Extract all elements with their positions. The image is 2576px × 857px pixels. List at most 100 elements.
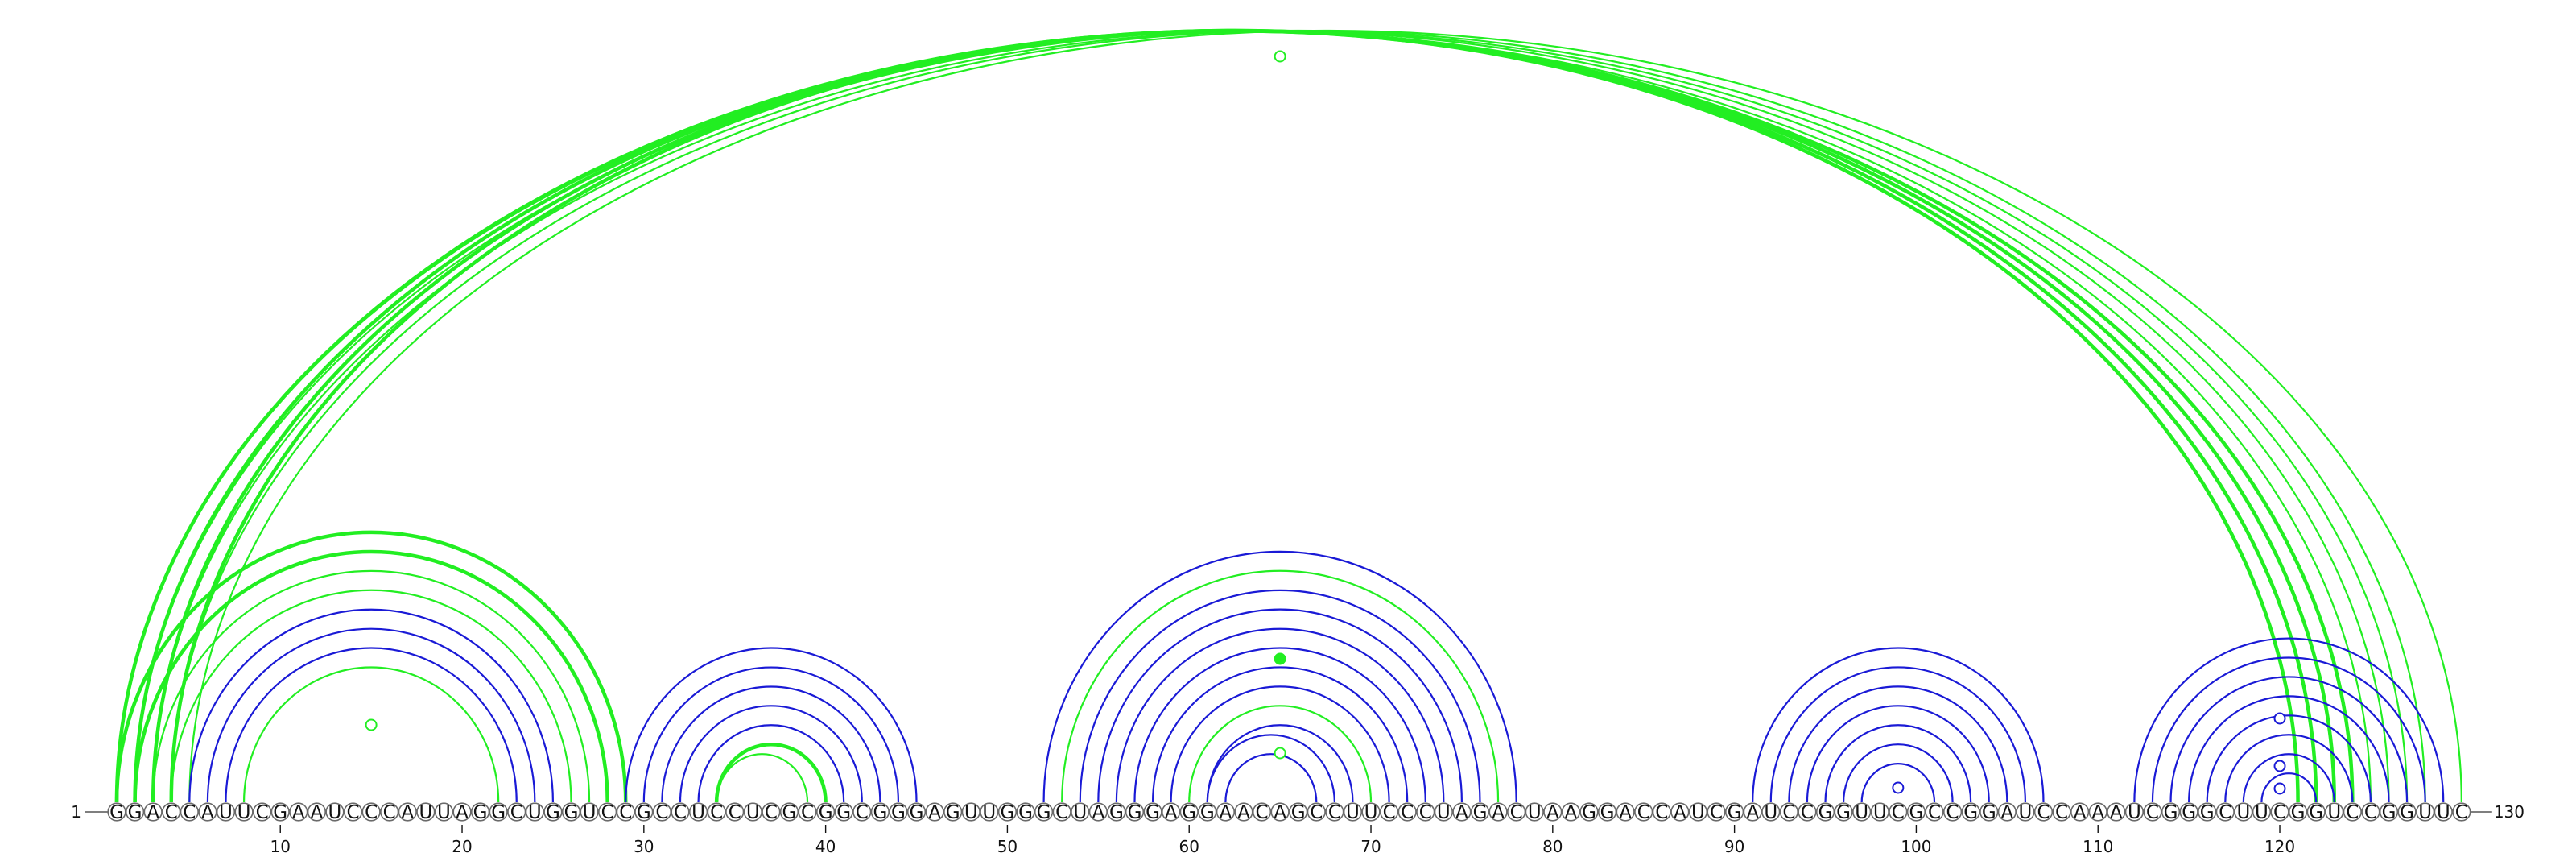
nucleotide: C xyxy=(1252,802,1272,823)
nucleotide-circle xyxy=(561,802,581,822)
axis-tick-label: 70 xyxy=(1360,837,1381,856)
nucleotide-letter: G xyxy=(1109,802,1124,823)
nucleotide-letter: C xyxy=(674,802,687,823)
nucleotide-letter: U xyxy=(528,802,542,823)
nucleotide-circle xyxy=(889,802,908,822)
nucleotide: U xyxy=(2016,802,2035,823)
nucleotide: C xyxy=(725,802,745,823)
nucleotide-circle xyxy=(1543,802,1563,822)
nucleotide-circle xyxy=(470,802,490,822)
nucleotide-letter: C xyxy=(256,802,269,823)
nucleotide-letter: U xyxy=(2128,802,2141,823)
nucleotide-circle xyxy=(1779,802,1798,822)
nucleotide-circle xyxy=(2252,802,2272,822)
nucleotide-circle xyxy=(1670,802,1690,822)
nucleotide-letter: G xyxy=(1001,802,1015,823)
base-pair-arc xyxy=(2260,772,2318,803)
nucleotide-letter: C xyxy=(729,802,741,823)
base-pair-arc xyxy=(188,608,555,803)
axis-tick-label: 110 xyxy=(2083,837,2113,856)
nucleotide: A xyxy=(452,802,472,823)
nucleotide-letter: G xyxy=(836,802,851,823)
nucleotide: A xyxy=(1488,802,1508,823)
nucleotide-letter: A xyxy=(1274,802,1286,823)
nucleotide: U xyxy=(1343,802,1363,823)
arc-marker xyxy=(1274,747,1286,760)
arc-markers xyxy=(365,50,2286,795)
nucleotide: C xyxy=(2215,802,2235,823)
nucleotide: C xyxy=(1779,802,1798,823)
nucleotide-circle xyxy=(616,802,635,822)
nucleotide-letter: C xyxy=(1055,802,1068,823)
nucleotide: A xyxy=(1452,802,1472,823)
nucleotide-letter: U xyxy=(219,802,233,823)
nucleotide: G xyxy=(2198,802,2217,823)
nucleotide: G xyxy=(470,802,490,823)
nucleotide: A xyxy=(143,802,163,823)
nucleotide-letter: A xyxy=(928,802,941,823)
nucleotide: A xyxy=(1997,802,2017,823)
nucleotide-circle xyxy=(434,802,454,822)
nucleotide-letter: A xyxy=(1619,802,1632,823)
nucleotide-circle xyxy=(1597,802,1617,822)
nucleotide: U xyxy=(980,802,999,823)
base-pair-arc xyxy=(1769,666,2026,803)
axis-tick-label: 20 xyxy=(452,837,472,856)
nucleotide-circle xyxy=(452,802,472,822)
nucleotide-letter: G xyxy=(128,802,142,823)
nucleotide-letter: A xyxy=(2110,802,2123,823)
nucleotide: G xyxy=(2306,802,2326,823)
nucleotide: C xyxy=(671,802,690,823)
nucleotide-circle xyxy=(234,802,254,822)
nucleotide: U xyxy=(234,802,254,823)
nucleotide-letter: U xyxy=(437,802,451,823)
nucleotide: U xyxy=(2124,802,2144,823)
nucleotide-circle xyxy=(1507,802,1526,822)
base-pair-arc xyxy=(2224,734,2354,803)
nucleotide-letter: U xyxy=(1073,802,1087,823)
base-pair-arc xyxy=(1042,550,1517,803)
nucleotide-letter: U xyxy=(1855,802,1868,823)
nucleotide-letter: G xyxy=(2200,802,2215,823)
arc-marker xyxy=(365,718,378,731)
nucleotide-letter: G xyxy=(1473,802,1488,823)
base-pair-arc xyxy=(1151,666,1409,803)
nucleotide: C xyxy=(1798,802,1817,823)
base-pair-arc xyxy=(134,29,2390,803)
nucleotide: A xyxy=(925,802,944,823)
axis-tick-label: 80 xyxy=(1542,837,1563,856)
nucleotide-circle xyxy=(1452,802,1472,822)
nucleotide: C xyxy=(762,802,781,823)
nucleotide-circle xyxy=(779,802,799,822)
nucleotide-circle xyxy=(1470,802,1490,822)
nucleotide-circle xyxy=(1071,802,1090,822)
base-pair-arc xyxy=(1170,685,1390,803)
position-axis: 10 20 30 40 50 60 70 80 90 100 110 120 xyxy=(270,825,2295,856)
nucleotide-circle xyxy=(398,802,417,822)
nucleotide-circle xyxy=(725,802,745,822)
nucleotide: C xyxy=(2343,802,2362,823)
base-pair-arc xyxy=(115,29,2372,803)
base-pair-arc xyxy=(625,647,918,803)
nucleotide-circle xyxy=(507,802,526,822)
nucleotide: U xyxy=(1525,802,1544,823)
nucleotide-circle xyxy=(2161,802,2181,822)
nucleotide-letter: A xyxy=(1092,802,1104,823)
nucleotide-circle xyxy=(2289,802,2308,822)
axis-tick-label: 40 xyxy=(815,837,836,856)
nucleotide-circle xyxy=(1198,802,1217,822)
nucleotide-circle xyxy=(1889,802,1908,822)
nucleotide-letter: C xyxy=(1310,802,1323,823)
nucleotide-circle xyxy=(1815,802,1835,822)
nucleotide-letter: U xyxy=(2418,802,2432,823)
arc-marker xyxy=(1274,50,1286,63)
nucleotide-circle xyxy=(2179,802,2198,822)
nucleotide: C xyxy=(1416,802,1435,823)
nucleotide: G xyxy=(561,802,581,823)
nucleotide-circle xyxy=(1016,802,1035,822)
base-pair-arc xyxy=(661,685,881,803)
nucleotide: C xyxy=(2361,802,2380,823)
nucleotide-letter: G xyxy=(2164,802,2178,823)
nucleotide-letter: A xyxy=(1237,802,1250,823)
nucleotide: C xyxy=(1052,802,1071,823)
